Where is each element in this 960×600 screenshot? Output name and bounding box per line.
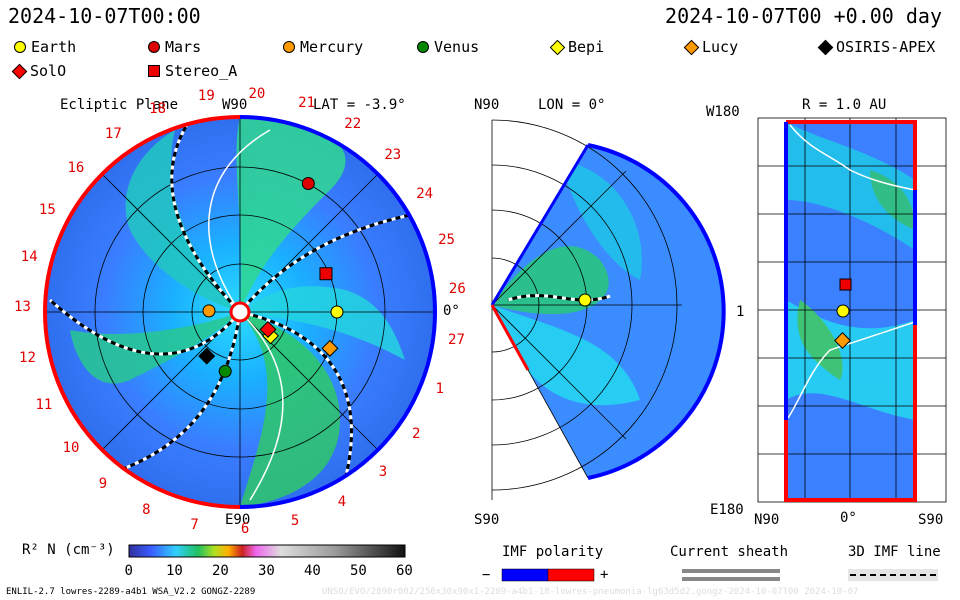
carrington-tick-label: 22 <box>344 116 362 133</box>
ecliptic-title: Ecliptic Plane <box>60 97 179 113</box>
colorbar-tick-label: 30 <box>258 563 275 579</box>
earth-marker-icon <box>14 41 26 53</box>
right-timestamp: 2024-10-07T00 +0.00 day <box>665 4 942 28</box>
ecliptic-bodies <box>198 177 344 378</box>
radial-lucy-marker <box>834 332 851 349</box>
carrington-tick-label: 15 <box>38 201 56 218</box>
carrington-tick-label: 20 <box>248 85 266 102</box>
radial-s90-label: S90 <box>918 512 944 528</box>
meridional-s90-label: S90 <box>474 512 500 528</box>
footer-model-info: ENLIL-2.7 lowres-2289-a4b1 WSA_V2.2 GONG… <box>6 587 256 597</box>
legend-item-venus: Venus <box>417 38 479 56</box>
colorbar-tick-label: 50 <box>350 563 367 579</box>
imf-plus-label: + <box>600 567 609 583</box>
radial-plot <box>757 117 947 503</box>
carrington-tick-label: 21 <box>298 95 316 112</box>
meridional-n90-label: N90 <box>474 97 500 113</box>
radial-one-label: 1 <box>736 304 745 320</box>
meridional-lon-label: LON = 0° <box>538 97 606 113</box>
ecliptic-lucy-marker <box>321 339 339 357</box>
carrington-tick-label: 23 <box>384 147 402 164</box>
legend-item-mars: Mars <box>148 38 201 56</box>
imf-minus-label: − <box>482 567 491 583</box>
legend-item-mercury: Mercury <box>283 38 363 56</box>
carrington-tick-label: 16 <box>67 159 85 176</box>
imf-line-sample <box>848 569 938 581</box>
colorbar-tick-label: 60 <box>396 563 413 579</box>
carrington-tick-label: 9 <box>98 475 108 492</box>
current-sheath-sample <box>682 569 780 581</box>
stereo-a-marker-icon <box>148 65 160 77</box>
carrington-tick-label: 17 <box>104 125 122 142</box>
legend-item-earth: Earth <box>14 38 76 56</box>
ecliptic-zero-label: 0° <box>443 303 460 319</box>
carrington-tick-label: 11 <box>35 397 53 414</box>
radial-w180-label: W180 <box>706 104 740 120</box>
colorbar <box>128 544 406 558</box>
legend-item-solo: SolO <box>11 62 66 80</box>
carrington-tick-label: 14 <box>20 249 38 266</box>
ecliptic-w90-label: W90 <box>222 97 248 113</box>
carrington-tick-label: 5 <box>290 512 300 529</box>
radial-n90-label: N90 <box>754 512 780 528</box>
mars-marker-icon <box>148 41 160 53</box>
colorbar-tick-label: 20 <box>212 563 229 579</box>
radial-earth-marker <box>836 304 850 318</box>
ecliptic-e90-label: E90 <box>225 512 251 528</box>
ecliptic-venus-marker <box>218 364 232 378</box>
ecliptic-lat-label: LAT = -3.9° <box>313 97 406 113</box>
carrington-tick-label: 8 <box>142 501 151 518</box>
radial-zero-label: 0° <box>840 510 857 526</box>
left-timestamp: 2024-10-07T00:00 <box>8 4 201 28</box>
ecliptic-mercury-marker <box>202 304 216 318</box>
carrington-tick-label: 1 <box>435 381 444 398</box>
carrington-tick-label: 27 <box>448 332 465 349</box>
carrington-tick-label: 2 <box>412 425 421 442</box>
carrington-tick-label: 3 <box>378 464 388 481</box>
meridional-plot <box>490 119 726 500</box>
legend-item-lucy: Lucy <box>683 38 738 56</box>
ecliptic-mars-marker <box>301 177 315 191</box>
carrington-tick-label: 4 <box>337 493 347 510</box>
radial-r-label: R = 1.0 AU <box>802 97 887 113</box>
ecliptic-stereo-a-marker <box>319 267 333 281</box>
meridional-earth-marker <box>578 293 592 307</box>
carrington-tick-label: 24 <box>416 186 434 203</box>
carrington-tick-label: 25 <box>438 232 455 249</box>
legend-item-bepi: Bepi <box>549 38 604 56</box>
current-sheath-title: Current sheath <box>670 544 789 560</box>
footer-run-id: UNSO/EVO/2890r002/256x30x90x1-2289-a4b1-… <box>322 587 859 597</box>
colorbar-tick-label: 0 <box>124 563 133 579</box>
carrington-tick-label: 26 <box>448 281 466 298</box>
ecliptic-osiris-apex-marker <box>198 347 216 365</box>
carrington-tick-label: 7 <box>190 516 199 533</box>
carrington-tick-label: 13 <box>14 299 31 316</box>
legend-item-stereo-a: Stereo_A <box>148 62 237 80</box>
legend-item-osiris-apex: OSIRIS-APEX <box>817 38 935 56</box>
colorbar-label: R² N (cm⁻³) <box>22 542 115 558</box>
colorbar-tick-label: 40 <box>304 563 321 579</box>
venus-marker-icon <box>417 41 429 53</box>
ecliptic-earth-marker <box>330 305 344 319</box>
imf-polarity-title: IMF polarity <box>502 544 604 560</box>
carrington-tick-label: 6 <box>240 520 250 537</box>
carrington-tick-label: 12 <box>19 349 36 366</box>
carrington-tick-label: 10 <box>62 440 80 457</box>
colorbar-tick-label: 10 <box>166 563 183 579</box>
ecliptic-plot <box>43 115 437 509</box>
carrington-tick-label: 18 <box>149 101 167 118</box>
carrington-tick-label: 19 <box>197 87 215 104</box>
mercury-marker-icon <box>283 41 295 53</box>
radial-e180-label: E180 <box>710 502 744 518</box>
imf-polarity-bar <box>501 568 595 582</box>
radial-stereo-a-marker <box>839 278 852 291</box>
imf-line-title: 3D IMF line <box>848 544 941 560</box>
ecliptic-solo-marker <box>259 320 277 338</box>
